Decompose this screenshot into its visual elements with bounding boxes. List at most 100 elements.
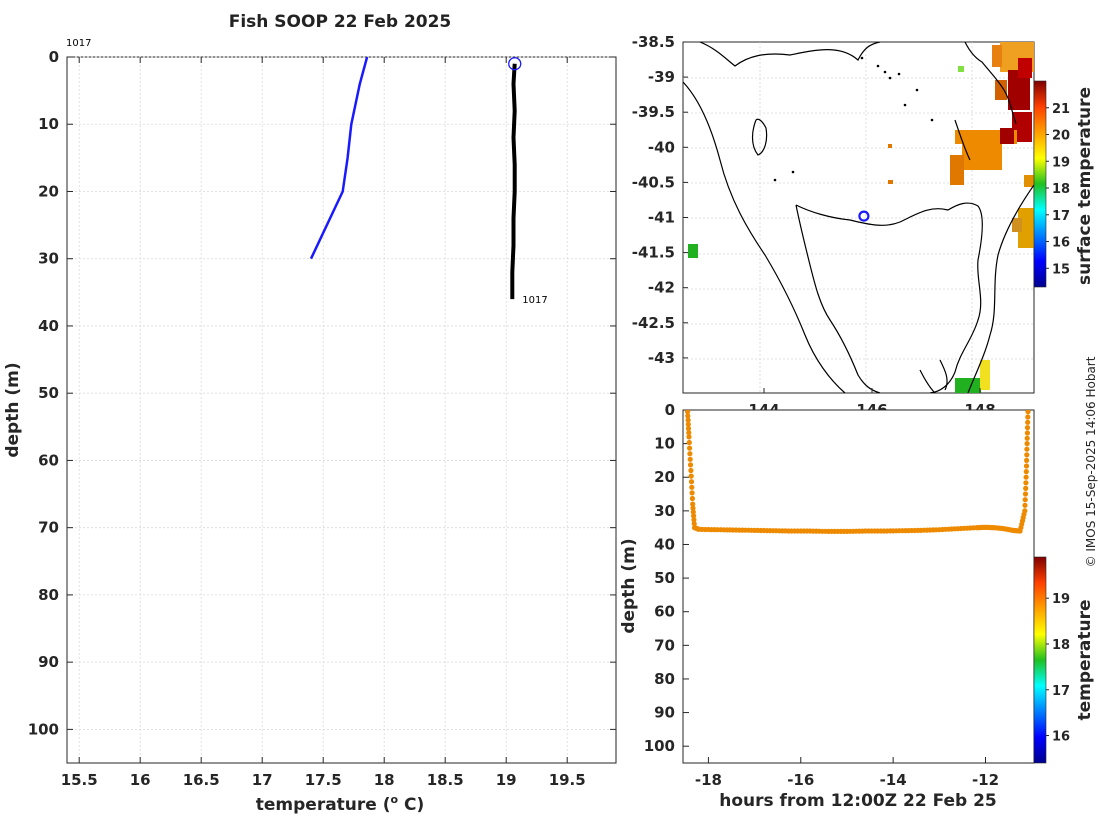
track-point	[690, 505, 696, 511]
track-point	[1023, 463, 1030, 469]
profile-y-tick-label: 60	[38, 451, 59, 469]
track-point	[1022, 491, 1029, 497]
track-point	[691, 521, 697, 527]
profile-y-tick-label: 80	[38, 586, 59, 604]
sst-patch	[950, 155, 964, 185]
coastline-tasmania	[795, 202, 983, 393]
coastline-king-island	[751, 118, 768, 156]
track-point	[1024, 452, 1030, 458]
map-colorbar-tick-label: 19	[1052, 155, 1070, 170]
map-y-tick-label: -41	[648, 209, 675, 227]
profile-x-tick-label: 18	[374, 771, 395, 789]
sst-patch	[955, 378, 981, 393]
sst-patch	[992, 45, 1002, 67]
profile-bottom-label: 1017	[522, 295, 547, 306]
island-dot	[903, 103, 907, 107]
profile-x-tick-label: 19.5	[549, 771, 586, 789]
island-dot	[791, 170, 795, 174]
map-y-tick-label: -40.5	[632, 173, 675, 191]
profile-plot: 15.5 16 16.5 17 17.5 18 18.5 19 19.5 0 10 20 30 40 50…	[28, 38, 617, 789]
track-point	[1023, 485, 1029, 491]
profile-x-tick-label: 17.5	[305, 771, 342, 789]
island-dot	[883, 70, 887, 74]
track-y-tick-label: 80	[654, 670, 675, 688]
track-x-ticks: -18 -16 -14 -12	[695, 757, 999, 789]
sst-patch	[1018, 58, 1032, 78]
track-colorbar-label: temperature	[1075, 599, 1095, 720]
track-point	[1025, 419, 1031, 425]
track-point	[685, 417, 691, 423]
profile-y-tick-label: 50	[38, 384, 59, 402]
track-colorbar-tick-label: 18	[1052, 638, 1070, 653]
track-x-axis-label: hours from 12:00Z 22 Feb 25	[719, 791, 997, 811]
track-point	[1022, 502, 1028, 508]
profile-x-tick-label: 16.5	[183, 771, 220, 789]
island-dot	[860, 56, 864, 60]
map-location-marker	[858, 210, 870, 222]
track-point	[685, 410, 691, 415]
track-y-tick-label: 100	[644, 737, 675, 755]
map-y-tick-label: -42.5	[632, 314, 675, 332]
sst-patch	[958, 66, 964, 72]
track-point	[1022, 508, 1028, 514]
track-point	[687, 445, 693, 451]
track-colorbar-tick-label: 17	[1052, 684, 1070, 699]
track-colorbar-tick-label: 16	[1052, 730, 1070, 745]
profile-x-axis-label-end: C)	[398, 795, 424, 815]
island-dot	[888, 76, 892, 80]
track-point	[689, 484, 695, 490]
track-y-axis-label: depth (m)	[619, 538, 639, 633]
track-point	[691, 517, 697, 523]
track-x-tick-label: -12	[972, 771, 999, 789]
track-point	[690, 501, 696, 507]
credit-text: © IMOS 15-Sep-2025 14:06 Hobart	[1084, 356, 1098, 567]
profile-y-ticks: 0 10 20 30 40 50 60 70 80 90 100	[28, 48, 616, 738]
track-x-tick-label: -18	[695, 771, 722, 789]
track-y-tick-label: 10	[654, 435, 675, 453]
profile-x-axis-label-start: temperature (	[256, 795, 391, 815]
map-y-tick-label: -42	[648, 279, 675, 297]
profile-x-axis-label-sup: o	[391, 793, 399, 806]
track-point	[1025, 414, 1031, 420]
map-colorbar-label: surface temperature	[1075, 87, 1095, 285]
map-colorbar-tick-label: 21	[1052, 102, 1070, 117]
track-y-tick-label: 30	[654, 502, 675, 520]
profile-x-tick-label: 18.5	[427, 771, 464, 789]
track-colorbar	[1033, 556, 1047, 764]
map-colorbar-tick-label: 18	[1052, 182, 1070, 197]
sst-patch	[888, 180, 893, 184]
sst-patch	[1024, 175, 1034, 187]
shelf-contour-east	[967, 184, 1034, 393]
map-colorbar-ticks: 21 20 19 18 17 16 15	[1046, 102, 1070, 277]
track-y-tick-label: 90	[654, 704, 675, 722]
track-point	[685, 421, 691, 427]
profile-x-tick-label: 19	[496, 771, 517, 789]
track-y-tick-label: 40	[654, 535, 675, 553]
sst-patch	[1000, 128, 1014, 144]
track-point	[685, 425, 692, 432]
track-colorbar-ticks: 19 18 17 16	[1046, 592, 1070, 745]
island-dot	[773, 178, 777, 182]
profile-y-tick-label: 10	[38, 115, 59, 133]
track-point	[687, 462, 694, 468]
profile-y-tick-label: 30	[38, 250, 59, 268]
map-colorbar-tick-label: 20	[1052, 129, 1070, 144]
profile-x-axis-label: temperature (o C)	[256, 793, 425, 815]
map-y-tick-label: -40	[648, 138, 675, 156]
profile-plot-area	[66, 56, 617, 764]
track-x-tick-label: -16	[787, 771, 814, 789]
track-y-tick-label: 50	[654, 569, 675, 587]
track-y-tick-label: 60	[654, 603, 675, 621]
sst-patch	[995, 80, 1007, 100]
profile-top-label: 1017	[66, 38, 91, 49]
map-y-tick-label: -41.5	[632, 244, 675, 262]
profile-grid	[67, 56, 616, 763]
map-colorbar-tick-label: 15	[1052, 262, 1070, 277]
map-y-ticks: -38.5 -39 -39.5 -40 -40.5 -41 -41.5 -42 -42.5 -43	[632, 33, 688, 367]
map-y-tick-label: -38.5	[632, 33, 675, 51]
track-point	[1023, 480, 1029, 486]
sst-patch	[688, 244, 698, 258]
island-dot	[930, 118, 934, 122]
track-y-tick-label: 20	[654, 468, 675, 486]
